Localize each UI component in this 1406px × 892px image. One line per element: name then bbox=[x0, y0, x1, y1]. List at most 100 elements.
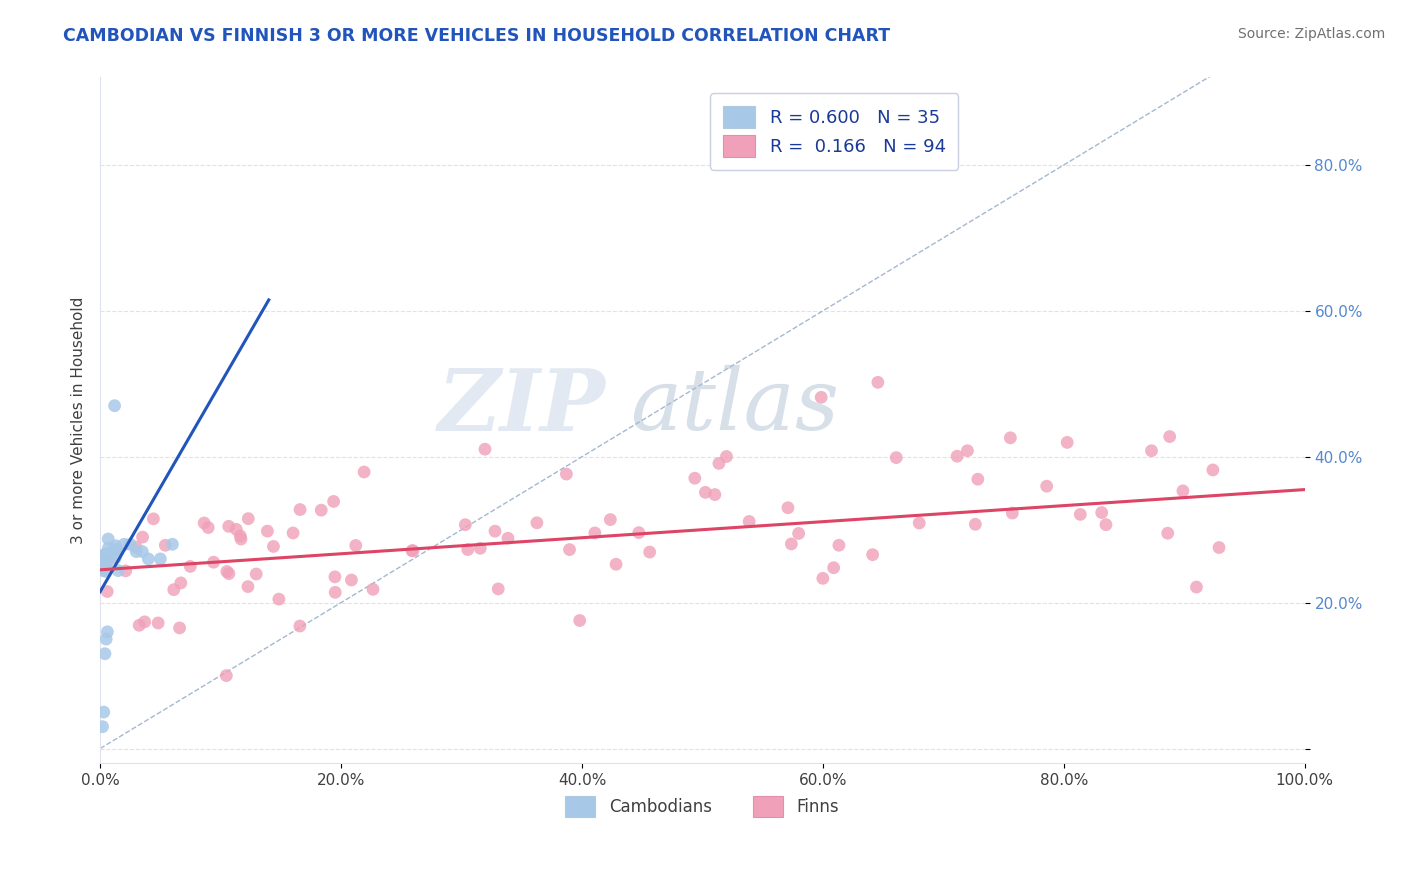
Point bbox=[128, 618, 150, 632]
Point bbox=[96, 547, 118, 561]
Point bbox=[288, 502, 311, 516]
Point bbox=[402, 543, 425, 558]
Text: Source: ZipAtlas.com: Source: ZipAtlas.com bbox=[1237, 27, 1385, 41]
Point bbox=[120, 537, 142, 551]
Point bbox=[703, 487, 725, 501]
Point bbox=[215, 565, 238, 579]
Point bbox=[114, 564, 136, 578]
Point bbox=[197, 520, 219, 534]
Point bbox=[401, 543, 423, 558]
Point bbox=[125, 540, 148, 554]
Point bbox=[811, 571, 834, 585]
Point bbox=[470, 541, 492, 556]
Point bbox=[457, 542, 479, 557]
Point bbox=[496, 531, 519, 545]
Text: atlas: atlas bbox=[630, 365, 839, 448]
Point bbox=[103, 543, 125, 558]
Point bbox=[149, 552, 172, 566]
Point bbox=[169, 621, 191, 635]
Point bbox=[810, 390, 832, 404]
Point bbox=[218, 519, 240, 533]
Point bbox=[526, 516, 548, 530]
Point bbox=[112, 537, 135, 551]
Point bbox=[1069, 508, 1091, 522]
Legend: Cambodians, Finns: Cambodians, Finns bbox=[558, 789, 846, 823]
Point bbox=[683, 471, 706, 485]
Point bbox=[94, 552, 117, 566]
Point bbox=[134, 615, 156, 629]
Point bbox=[353, 465, 375, 479]
Point bbox=[555, 467, 578, 481]
Point bbox=[105, 543, 128, 558]
Point bbox=[97, 541, 120, 555]
Point bbox=[340, 573, 363, 587]
Point bbox=[823, 560, 845, 574]
Point bbox=[1001, 506, 1024, 520]
Point bbox=[966, 472, 988, 486]
Y-axis label: 3 or more Vehicles in Household: 3 or more Vehicles in Household bbox=[72, 297, 86, 544]
Point bbox=[91, 551, 114, 566]
Point bbox=[1035, 479, 1057, 493]
Point bbox=[776, 500, 799, 515]
Point bbox=[103, 399, 125, 413]
Point bbox=[828, 538, 851, 552]
Point bbox=[787, 526, 810, 541]
Point bbox=[695, 485, 717, 500]
Point bbox=[738, 515, 761, 529]
Point bbox=[707, 457, 730, 471]
Point bbox=[179, 559, 201, 574]
Point bbox=[638, 545, 661, 559]
Point bbox=[1202, 463, 1225, 477]
Point bbox=[218, 566, 240, 581]
Point bbox=[1091, 506, 1114, 520]
Point bbox=[1095, 517, 1118, 532]
Point bbox=[229, 532, 252, 546]
Point bbox=[236, 580, 259, 594]
Point bbox=[344, 539, 367, 553]
Text: CAMBODIAN VS FINNISH 3 OR MORE VEHICLES IN HOUSEHOLD CORRELATION CHART: CAMBODIAN VS FINNISH 3 OR MORE VEHICLES … bbox=[63, 27, 890, 45]
Point bbox=[256, 524, 278, 538]
Point bbox=[91, 564, 114, 578]
Point bbox=[96, 562, 118, 576]
Point bbox=[215, 668, 238, 682]
Point bbox=[884, 450, 907, 465]
Point bbox=[104, 551, 127, 566]
Point bbox=[309, 503, 332, 517]
Point bbox=[96, 624, 118, 639]
Point bbox=[281, 526, 304, 541]
Point bbox=[162, 537, 184, 551]
Point bbox=[96, 547, 118, 561]
Point bbox=[91, 720, 114, 734]
Point bbox=[94, 549, 117, 564]
Point bbox=[96, 584, 118, 599]
Point bbox=[245, 567, 267, 582]
Point bbox=[193, 516, 215, 530]
Point bbox=[1208, 541, 1230, 555]
Point bbox=[486, 582, 509, 596]
Point bbox=[908, 516, 931, 530]
Point bbox=[93, 548, 115, 562]
Point bbox=[568, 614, 591, 628]
Point bbox=[965, 517, 987, 532]
Point bbox=[484, 524, 506, 538]
Point bbox=[288, 619, 311, 633]
Point bbox=[1140, 443, 1163, 458]
Point bbox=[94, 551, 117, 566]
Point bbox=[142, 512, 165, 526]
Point bbox=[97, 532, 120, 546]
Point bbox=[322, 494, 344, 508]
Point bbox=[94, 565, 117, 579]
Point bbox=[627, 525, 650, 540]
Point bbox=[1185, 580, 1208, 594]
Point bbox=[229, 529, 252, 543]
Point bbox=[323, 570, 346, 584]
Point bbox=[780, 537, 803, 551]
Point bbox=[866, 376, 889, 390]
Point bbox=[93, 705, 115, 719]
Point bbox=[454, 517, 477, 532]
Point bbox=[238, 511, 260, 525]
Point bbox=[361, 582, 384, 597]
Point bbox=[862, 548, 884, 562]
Point bbox=[163, 582, 186, 597]
Point bbox=[97, 554, 120, 568]
